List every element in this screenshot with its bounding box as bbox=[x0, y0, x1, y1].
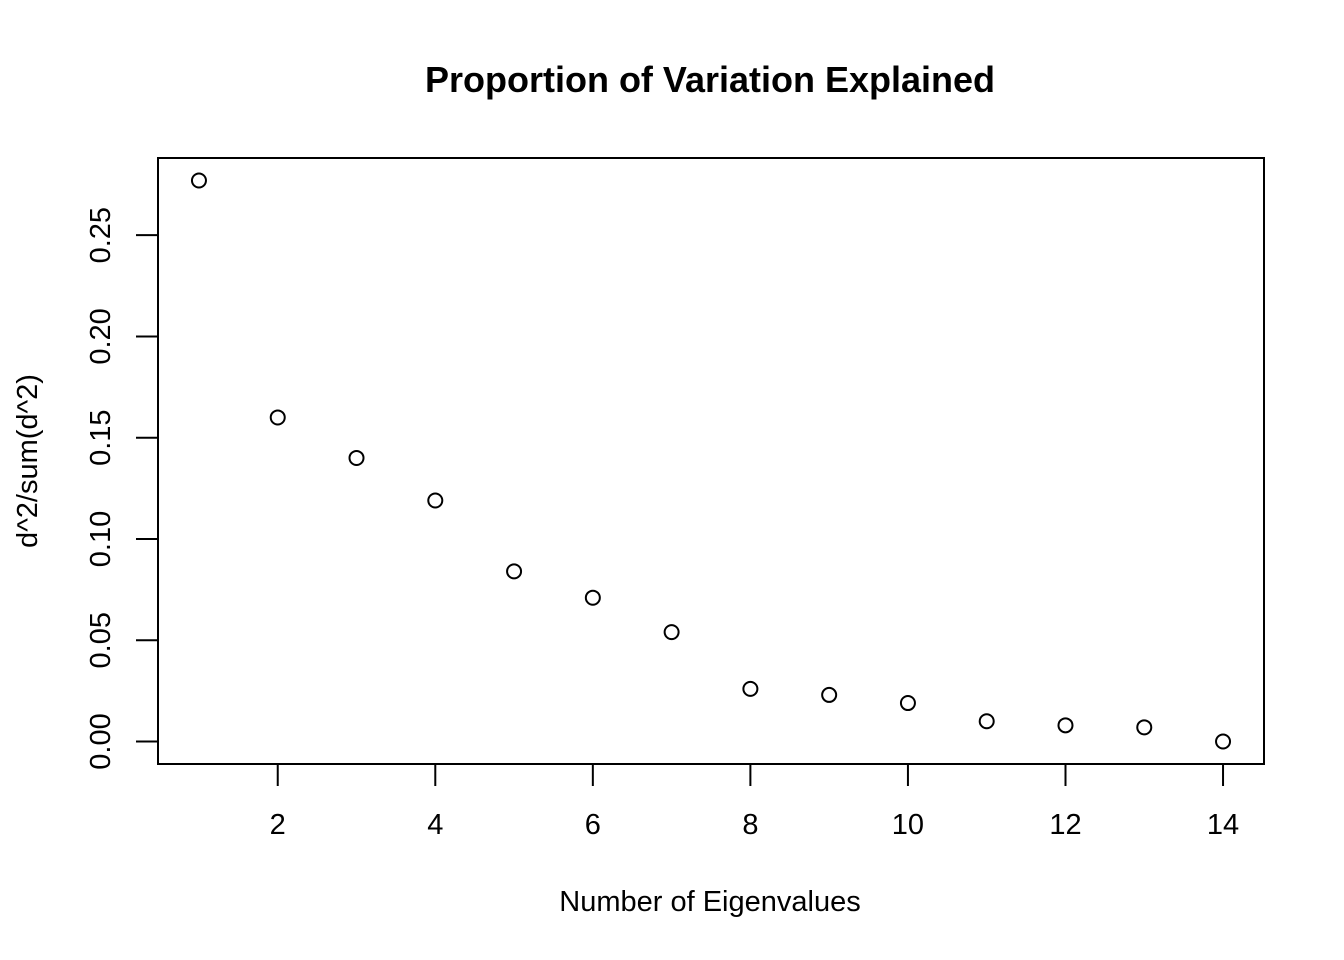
data-point bbox=[348, 449, 365, 466]
x-tick-label: 6 bbox=[585, 809, 601, 841]
data-points bbox=[190, 172, 1232, 750]
data-point bbox=[663, 624, 680, 641]
y-axis-label: d^2/sum(d^2) bbox=[12, 374, 44, 548]
x-tick-label: 2 bbox=[270, 809, 286, 841]
data-point bbox=[1057, 717, 1074, 734]
data-point bbox=[899, 695, 916, 712]
y-tick-label: 0.25 bbox=[85, 207, 117, 263]
data-point bbox=[269, 409, 286, 426]
x-axis: 2 4 6 8 10 12 14 bbox=[270, 763, 1239, 841]
data-point bbox=[506, 563, 523, 580]
data-point bbox=[190, 172, 207, 189]
y-tick-label: 0.15 bbox=[85, 409, 117, 465]
y-axis: 0.00 0.05 0.10 0.15 0.20 0.25 bbox=[85, 207, 159, 770]
x-axis-label: Number of Eigenvalues bbox=[559, 886, 860, 918]
x-tick-label: 14 bbox=[1207, 809, 1239, 841]
y-tick-label: 0.05 bbox=[85, 612, 117, 668]
y-tick-label: 0.20 bbox=[85, 308, 117, 364]
chart-title: Proportion of Variation Explained bbox=[425, 59, 995, 100]
y-tick-label: 0.00 bbox=[85, 713, 117, 769]
data-point bbox=[1136, 719, 1153, 736]
data-point bbox=[978, 713, 995, 730]
x-tick-label: 12 bbox=[1049, 809, 1081, 841]
y-tick-label: 0.10 bbox=[85, 511, 117, 567]
plot-frame bbox=[157, 157, 1265, 765]
data-point bbox=[821, 686, 838, 703]
data-point bbox=[427, 492, 444, 509]
x-tick-label: 10 bbox=[892, 809, 924, 841]
x-tick-label: 8 bbox=[742, 809, 758, 841]
data-point bbox=[584, 589, 601, 606]
data-point bbox=[1215, 733, 1232, 750]
x-tick-label: 4 bbox=[427, 809, 443, 841]
data-point bbox=[742, 680, 759, 697]
